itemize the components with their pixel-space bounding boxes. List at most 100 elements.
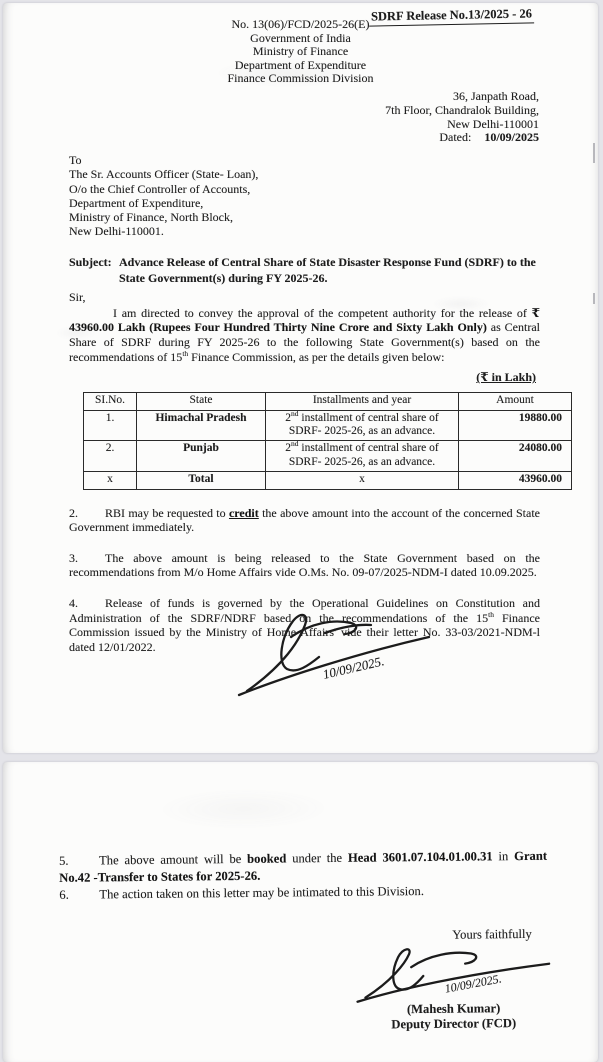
signature-block: Yours faithfully 10/09/2025. (Mahesh Kum… (346, 927, 561, 1032)
paragraph-1-text: Finance Commission, as per the details g… (188, 349, 445, 364)
ordinal-superscript: th (488, 609, 494, 619)
paragraph-5-text: The above amount will be (98, 851, 248, 868)
col-header-installments: Installments and year (265, 392, 459, 411)
installment-number: 2 (285, 442, 292, 455)
signature-flourish-stroke (289, 620, 358, 639)
cell-state: Punjab (136, 440, 266, 473)
paragraph-number: 4. (69, 595, 78, 610)
installment-number: 2 (285, 411, 292, 424)
signatory-title: Deputy Director (FCD) (391, 1015, 517, 1031)
dated-line: Dated: 10/09/2025 (3, 130, 539, 145)
subject-line: Subject: Advance Release of Central Shar… (69, 255, 542, 285)
signature-loop-stroke (364, 947, 425, 999)
cell-installment: 2nd installment of central share of SDRF-… (265, 408, 459, 442)
reference-number: No. 13(06)/FCD/2025-26(E) (231, 17, 370, 31)
amount-in-words: ₹ 43960.00 Lakh (Rupees Four Hundred Thi… (69, 305, 540, 335)
installment-text: installment of central share of (298, 411, 439, 424)
scan-edge-mark (593, 293, 595, 304)
paragraph-4: 4. Release of funds is governed by the Op… (69, 596, 540, 654)
page-2-content: 5. The above amount will be booked under … (3, 756, 601, 1062)
signature-handwritten: 10/09/2025. (356, 947, 551, 1003)
installment-text-line2: SDRF- 2025-26, as an advance. (288, 424, 436, 437)
signature-loop-stroke (245, 613, 321, 693)
sender-address: 36, Janpath Road, 7th Floor, Chandralok … (3, 88, 598, 145)
org-line-2: Ministry of Finance (252, 44, 349, 59)
letterhead: No. 13(06)/FCD/2025-26(E) Government of … (3, 17, 598, 86)
paragraph-2: 2. RBI may be requested to credit the abo… (69, 506, 540, 535)
paragraph-1-text: as Central Share of SDRF during FY 2025-… (69, 320, 540, 364)
cell-state: Himachal Pradesh (136, 409, 266, 442)
head-code: Head 3601.07.104.01.00.31 (347, 849, 493, 865)
cell-total-amount: 43960.00 (458, 471, 572, 490)
ordinal-superscript: th (182, 348, 189, 358)
booked-emphasis: booked (247, 851, 287, 866)
recipient-line-2: O/o the Chief Controller of Accounts, (69, 181, 251, 196)
cell-installment: x (265, 471, 459, 490)
credit-emphasis: credit (228, 505, 259, 520)
paragraph-2-text: the above amount into the account of the… (69, 505, 540, 535)
scan-smudge (153, 786, 334, 831)
recipient-line-3: Department of Expenditure, (69, 195, 204, 210)
signature-underline-stroke (356, 962, 551, 1003)
subject-label: Subject: (69, 255, 112, 270)
paragraph-5-text: under the (286, 850, 348, 866)
salutation: Sir, (69, 289, 86, 304)
ordinal-superscript: nd (291, 408, 299, 418)
table-total-row: x Total x 43960.00 (83, 471, 572, 490)
cell-slno: 1. (83, 409, 137, 442)
signature-handwritten: 10/09/2025. (237, 613, 431, 697)
org-line-1: Government of India (250, 30, 351, 45)
sender-address-line-1: 36, Janpath Road, (453, 88, 539, 103)
signature-underline-stroke (237, 635, 431, 697)
cell-slno: 2. (83, 440, 137, 473)
paragraph-6-text: The action taken on this letter may be i… (99, 883, 425, 902)
paragraph-number: 5. (58, 853, 69, 868)
cell-amount: 24080.00 (458, 440, 572, 473)
signature-flourish-stroke (410, 951, 478, 968)
col-header-slno: SI.No. (83, 392, 137, 411)
org-line-4: Finance Commission Division (227, 71, 374, 86)
paragraph-number: 3. (69, 550, 78, 565)
paragraph-1: I am directed to convey the approval of … (69, 306, 540, 364)
paragraph-1-text: I am directed to convey the approval of … (113, 305, 532, 320)
paragraph-3-text: The above amount is being released to th… (69, 550, 540, 580)
sender-address-line-2: 7th Floor, Chandralok Building, (385, 102, 539, 117)
amount-table: SI.No. State Installments and year Amoun… (83, 392, 572, 490)
closing-phrase: Yours faithfully (452, 926, 532, 942)
installment-text-line2: SDRF- 2025-26, as an advance. (288, 455, 436, 468)
paragraph-4-text: Release of funds is governed by the Oper… (69, 595, 540, 625)
col-header-state: State (136, 392, 266, 411)
subject-text: Advance Release of Central Share of Stat… (119, 255, 536, 285)
cell-slno: x (83, 471, 137, 490)
col-header-amount: Amount (458, 392, 572, 411)
screenshot-root: { "page1": { "release_no": "SDRF Release… (3, 3, 598, 1062)
dated-value: 10/09/2025 (484, 130, 539, 145)
cell-total-label: Total (136, 471, 266, 490)
table-header-row: SI.No. State Installments and year Amoun… (83, 392, 572, 411)
dated-label: Dated: (439, 130, 472, 145)
cell-installment: 2nd installment of central share of SDRF-… (265, 439, 459, 473)
paragraph-5: 5. The above amount will be booked under … (59, 848, 547, 887)
recipient-line-1: The Sr. Accounts Officer (State- Loan), (69, 167, 259, 182)
rupees-in-lakh-note: (₹ in Lakh) (476, 370, 536, 385)
org-line-3: Department of Expenditure (234, 57, 367, 72)
recipient-line-5: New Delhi-110001. (69, 224, 164, 239)
installment-text: installment of central share of (298, 442, 439, 455)
cell-amount: 19880.00 (458, 409, 572, 442)
paragraph-2-text: RBI may be requested to (105, 505, 229, 520)
letter-page-2: 5. The above amount will be booked under … (3, 762, 598, 1062)
ordinal-superscript: nd (291, 439, 299, 449)
paragraph-3: 3. The above amount is being released to … (69, 551, 540, 580)
recipient-block: The Sr. Accounts Officer (State- Loan), … (69, 167, 598, 238)
release-number: SDRF Release No.13/2025 - 26 (368, 6, 535, 27)
paragraph-5-text: in (492, 849, 515, 864)
letter-page-1: SDRF Release No.13/2025 - 26 No. 13(06)/… (3, 3, 598, 753)
sender-address-line-3: New Delhi-110001 (447, 116, 539, 131)
signature-flourish-stroke (323, 623, 373, 635)
paragraph-number: 2. (69, 505, 78, 520)
paragraph-number: 6. (59, 887, 69, 902)
table-row: 1. Himachal Pradesh 2nd installment of c… (83, 408, 572, 442)
table-row: 2. Punjab 2nd installment of central sha… (83, 439, 572, 473)
scan-edge-mark (593, 143, 595, 163)
to-label: To (69, 153, 82, 168)
